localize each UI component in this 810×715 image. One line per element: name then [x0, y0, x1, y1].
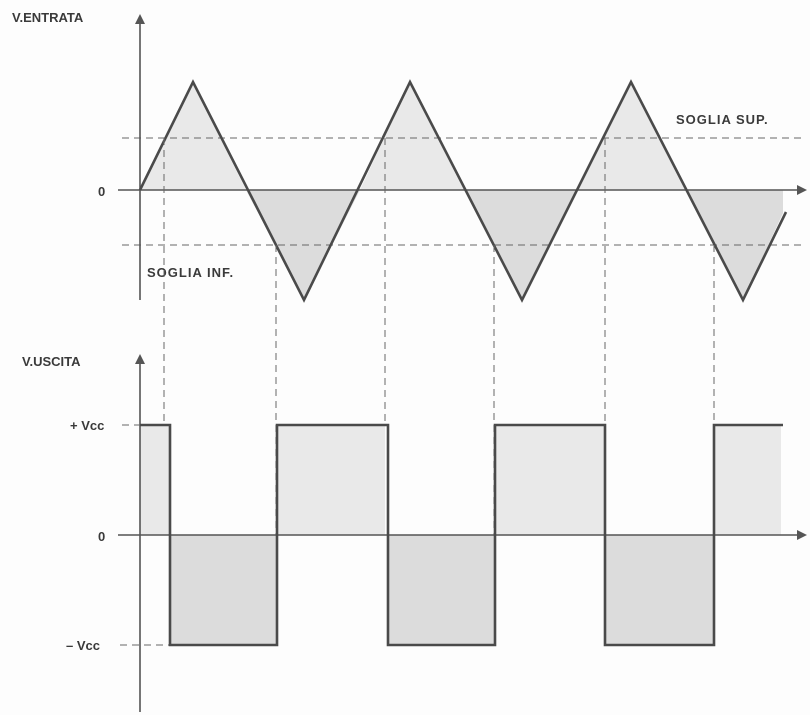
output-square-wave — [140, 423, 783, 647]
output-x-axis-arrow — [797, 530, 807, 540]
input-zero-label: 0 — [98, 184, 105, 199]
input-axis-label: V.ENTRATA — [12, 10, 84, 25]
output-axis-label: V.USCITA — [22, 354, 81, 369]
output-shade-high-0 — [140, 425, 170, 535]
input-x-axis-arrow — [797, 185, 807, 195]
input-shade-positive-2 — [360, 82, 466, 190]
input-plot: V.ENTRATA 0 SOGLIA SUP. SOGLIA INF. — [12, 10, 807, 303]
plus-vcc-label: + Vcc — [70, 418, 104, 433]
output-shade-high-1 — [277, 425, 385, 535]
input-shade-positive-1 — [140, 82, 246, 190]
switching-guides — [163, 138, 715, 645]
output-shade-low-1 — [170, 535, 277, 645]
minus-vcc-label: – Vcc — [66, 638, 100, 653]
output-plot: V.USCITA + Vcc 0 – Vcc — [22, 354, 807, 712]
input-shade-positive-3 — [578, 82, 686, 190]
output-zero-label: 0 — [98, 529, 105, 544]
output-shade-high-3 — [715, 425, 781, 535]
output-shade-low-2 — [388, 535, 495, 645]
input-y-axis-arrow — [135, 14, 145, 24]
lower-threshold-label: SOGLIA INF. — [147, 265, 234, 280]
upper-threshold-label: SOGLIA SUP. — [676, 112, 769, 127]
output-y-axis-arrow — [135, 354, 145, 364]
output-shade-low-3 — [605, 535, 715, 645]
output-shade-high-2 — [495, 425, 605, 535]
input-triangle-wave — [138, 79, 788, 303]
